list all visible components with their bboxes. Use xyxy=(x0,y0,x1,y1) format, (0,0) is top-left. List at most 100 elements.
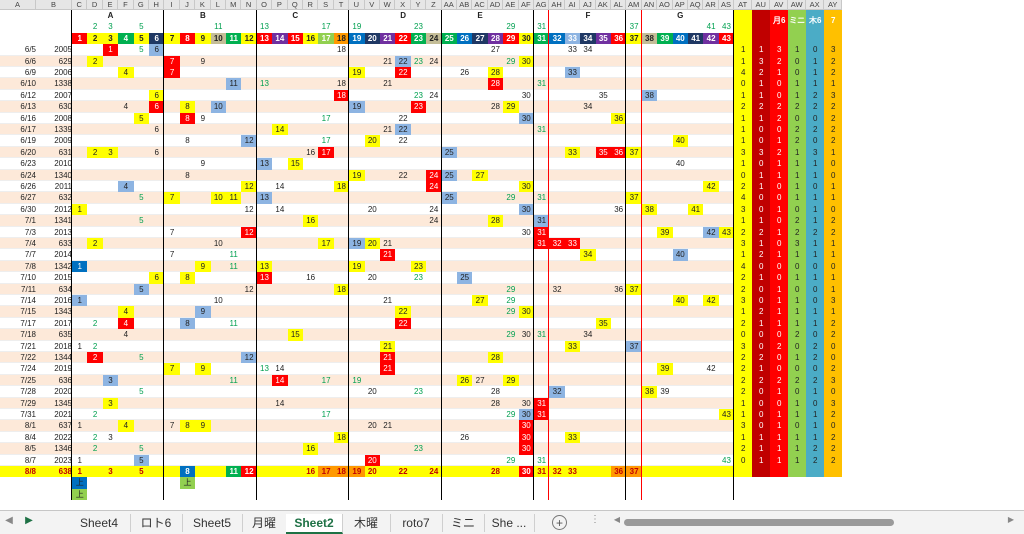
number-cell[interactable]: 4 xyxy=(123,330,129,340)
tab-scroll-left-icon[interactable]: ◀ xyxy=(5,515,13,526)
stat-cell[interactable]: 2 xyxy=(734,317,753,330)
stat-cell[interactable]: 1 xyxy=(806,420,825,432)
column-header-ad[interactable]: AD xyxy=(487,0,504,10)
column-header-w[interactable]: W xyxy=(380,0,396,10)
date-cell[interactable]: 7/31 xyxy=(20,410,36,419)
draw-number-cell[interactable]: 1340 xyxy=(54,170,72,180)
number-cell[interactable]: 30 xyxy=(521,398,531,408)
stat-cell[interactable]: 0 xyxy=(752,135,771,147)
stat-cell[interactable]: 1 xyxy=(824,272,843,284)
number-cell[interactable]: 17 xyxy=(318,238,334,250)
number-cell[interactable]: 8 xyxy=(179,317,196,330)
number-cell[interactable]: 28 xyxy=(487,78,504,90)
stat-cell[interactable]: 0 xyxy=(770,124,789,136)
stat-cell[interactable]: 2 xyxy=(806,454,825,466)
stat-cell[interactable]: 0 xyxy=(788,203,807,216)
number-cell[interactable]: 1 xyxy=(72,295,88,307)
number-cell[interactable]: 32 xyxy=(552,467,562,476)
number-cell[interactable]: 29 xyxy=(506,56,516,66)
number-cell[interactable]: 36 xyxy=(614,204,624,214)
stat-cell[interactable]: 1 xyxy=(770,158,789,170)
stat-cell[interactable]: 1 xyxy=(806,55,825,67)
draw-number-cell[interactable]: 1342 xyxy=(54,261,72,271)
number-cell[interactable]: 24 xyxy=(429,204,439,214)
number-cell[interactable]: 29 xyxy=(506,296,516,305)
draw-number-cell[interactable]: 634 xyxy=(58,284,72,294)
number-cell[interactable]: 30 xyxy=(518,181,534,193)
stat-cell[interactable]: 1 xyxy=(824,306,843,318)
date-cell[interactable]: 7/22 xyxy=(20,353,36,362)
stat-cell[interactable]: 3 xyxy=(734,238,753,250)
date-cell[interactable]: 6/12 xyxy=(20,90,36,100)
number-cell[interactable]: 10 xyxy=(210,101,226,113)
number-cell[interactable]: 13 xyxy=(256,192,273,204)
date-cell[interactable]: 8/4 xyxy=(24,432,36,442)
column-header-t[interactable]: T xyxy=(333,0,350,10)
stat-cell[interactable]: 1 xyxy=(734,306,753,318)
column-header-at[interactable]: AT xyxy=(734,0,753,10)
stat-cell[interactable]: 1 xyxy=(770,226,789,238)
stat-cell[interactable]: 2 xyxy=(806,124,825,136)
stat-cell[interactable]: 0 xyxy=(770,192,789,204)
number-cell[interactable]: 11 xyxy=(229,318,238,328)
number-cell[interactable]: 18 xyxy=(337,45,346,55)
number-cell[interactable]: 42 xyxy=(703,226,719,238)
stat-cell[interactable]: 1 xyxy=(788,192,807,204)
number-cell[interactable]: 7 xyxy=(164,192,180,204)
number-cell[interactable]: 39 xyxy=(657,363,673,375)
number-cell[interactable]: 31 xyxy=(537,467,547,476)
date-cell[interactable]: 8/8 xyxy=(24,467,36,476)
stat-cell[interactable]: 1 xyxy=(788,409,807,421)
stat-cell[interactable]: 1 xyxy=(806,78,825,90)
stat-cell[interactable]: 1 xyxy=(752,169,771,181)
number-cell[interactable]: 17 xyxy=(321,410,331,419)
number-cell[interactable]: 11 xyxy=(226,78,242,90)
column-header-ae[interactable]: AE xyxy=(503,0,519,10)
number-cell[interactable]: 5 xyxy=(133,454,149,466)
stat-cell[interactable]: 2 xyxy=(824,101,843,113)
stat-cell[interactable]: 0 xyxy=(770,329,789,341)
number-cell[interactable]: 19 xyxy=(349,260,365,273)
stat-cell[interactable]: 1 xyxy=(752,78,771,90)
number-cell[interactable]: 43 xyxy=(722,455,731,465)
number-cell[interactable]: 30 xyxy=(518,203,534,216)
number-cell[interactable]: 5 xyxy=(139,193,144,203)
date-cell[interactable]: 7/17 xyxy=(20,318,36,328)
stat-cell[interactable]: 2 xyxy=(770,55,789,67)
number-cell[interactable]: 17 xyxy=(321,375,331,385)
number-cell[interactable]: 39 xyxy=(660,387,670,397)
number-cell[interactable]: 22 xyxy=(398,467,408,476)
column-header-ar[interactable]: AR xyxy=(703,0,719,10)
number-cell[interactable]: 13 xyxy=(256,158,273,170)
stat-cell[interactable]: 2 xyxy=(734,374,753,387)
stat-cell[interactable]: 2 xyxy=(770,112,789,124)
draw-number-cell[interactable]: 2012 xyxy=(54,204,72,214)
draw-number-cell[interactable]: 2017 xyxy=(54,318,72,328)
number-cell[interactable]: 7 xyxy=(164,55,180,67)
stat-cell[interactable]: 0 xyxy=(770,397,789,409)
column-header-ax[interactable]: AX xyxy=(806,0,825,10)
number-cell[interactable]: 15 xyxy=(287,158,303,170)
number-cell[interactable]: 39 xyxy=(657,226,673,238)
number-cell[interactable]: 7 xyxy=(164,363,180,375)
date-cell[interactable]: 7/4 xyxy=(24,239,36,248)
column-header-ao[interactable]: AO xyxy=(657,0,673,10)
number-cell[interactable]: 28 xyxy=(491,398,500,408)
stat-cell[interactable]: 4 xyxy=(734,192,753,204)
stat-cell[interactable]: 1 xyxy=(734,135,753,147)
marker-cell[interactable]: 上 xyxy=(72,477,88,489)
stat-cell[interactable]: 2 xyxy=(734,283,753,295)
stat-cell[interactable]: 2 xyxy=(788,374,807,387)
number-cell[interactable]: 10 xyxy=(213,239,223,248)
number-cell[interactable]: 28 xyxy=(491,102,500,112)
number-cell[interactable]: 6 xyxy=(149,101,165,113)
number-cell[interactable]: 5 xyxy=(139,216,144,226)
number-cell[interactable]: 7 xyxy=(169,421,175,431)
stat-cell[interactable]: 3 xyxy=(824,295,843,307)
number-cell[interactable]: 14 xyxy=(275,182,285,191)
stat-cell[interactable]: 3 xyxy=(824,89,843,102)
marker-cell[interactable]: 上 xyxy=(72,488,88,501)
stat-cell[interactable]: 1 xyxy=(806,306,825,318)
date-cell[interactable]: 6/26 xyxy=(20,182,36,191)
stat-cell[interactable]: 2 xyxy=(824,329,843,341)
